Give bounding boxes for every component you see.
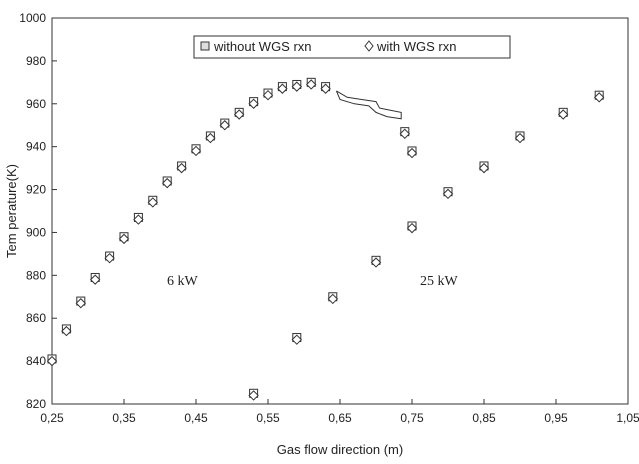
data-point-diamond	[291, 334, 303, 345]
plot-frame	[51, 17, 629, 405]
data-point-diamond	[406, 222, 418, 234]
y-tick-label: 980	[26, 54, 46, 68]
x-tick-label: 0,85	[472, 411, 496, 425]
legend-square-marker	[200, 41, 210, 51]
y-tick-label: 840	[26, 354, 46, 368]
data-point-diamond	[514, 132, 526, 144]
data-point-diamond	[327, 293, 339, 305]
y-tick-label: 820	[26, 397, 46, 411]
y-tick-label: 920	[26, 183, 46, 197]
x-axis-title: Gas flow direction (m)	[277, 442, 403, 457]
x-tick-label: 0,65	[328, 411, 352, 425]
data-point-diamond	[118, 233, 130, 245]
data-point-diamond	[248, 98, 259, 109]
cluster-outline	[335, 90, 402, 120]
y-tick-label: 860	[26, 311, 46, 325]
data-point-diamond	[104, 252, 115, 264]
y-tick-label: 1000	[19, 11, 46, 25]
legend: without WGS rxn with WGS rxn	[193, 35, 511, 59]
y-axis-title: Tem perature(K)	[4, 164, 19, 258]
legend-label-without-wgs: without WGS rxn	[213, 39, 312, 54]
data-point-diamond	[557, 109, 569, 120]
data-point-diamond	[147, 197, 159, 208]
data-point-diamond	[399, 128, 411, 140]
annotation-6kw: 6 kW	[167, 274, 199, 289]
data-point-diamond	[370, 257, 382, 268]
series-with-wgs	[46, 79, 605, 401]
data-point-diamond	[233, 109, 245, 120]
x-tick-label: 0,55	[256, 411, 280, 425]
data-point-diamond	[277, 83, 288, 94]
legend-diamond-marker	[364, 40, 374, 52]
data-point-diamond	[46, 355, 58, 367]
x-tick-label: 0,25	[40, 411, 64, 425]
x-tick-label: 1,05	[616, 411, 639, 425]
y-axis-ticks: 820 840 860 880 900 920 940 960 980 1000	[19, 11, 57, 411]
data-point-diamond	[190, 145, 202, 157]
data-point-diamond	[176, 162, 187, 174]
data-point-diamond	[219, 120, 231, 131]
series-without-wgs	[47, 77, 604, 398]
y-tick-label: 940	[26, 140, 46, 154]
legend-box	[193, 35, 511, 59]
x-tick-label: 0,75	[400, 411, 424, 425]
x-tick-label: 0,95	[544, 411, 568, 425]
data-point-diamond	[320, 83, 331, 94]
y-tick-label: 960	[26, 97, 46, 111]
y-tick-label: 900	[26, 225, 46, 239]
data-point-diamond	[406, 147, 418, 159]
x-tick-label: 0,45	[184, 411, 208, 425]
data-point-diamond	[75, 298, 87, 309]
data-point-diamond	[305, 79, 317, 90]
y-tick-label: 880	[26, 268, 46, 282]
data-point-diamond	[262, 89, 274, 101]
data-point-diamond	[133, 214, 144, 225]
data-point-diamond	[593, 92, 605, 103]
annotation-25kw: 25 kW	[420, 274, 459, 289]
data-point-diamond	[248, 390, 259, 401]
data-point-diamond	[205, 132, 216, 144]
data-point-diamond	[442, 188, 454, 200]
x-tick-label: 0,35	[112, 411, 136, 425]
data-point-diamond	[89, 274, 101, 285]
data-point-diamond	[478, 162, 490, 174]
legend-label-with-wgs: with WGS rxn	[376, 39, 456, 54]
data-point-diamond	[291, 81, 303, 92]
data-point-diamond	[61, 325, 72, 337]
data-point-diamond	[161, 177, 173, 189]
x-axis-ticks: 0,25 0,35 0,45 0,55 0,65 0,75 0,85 0,95 1,05	[40, 399, 639, 425]
